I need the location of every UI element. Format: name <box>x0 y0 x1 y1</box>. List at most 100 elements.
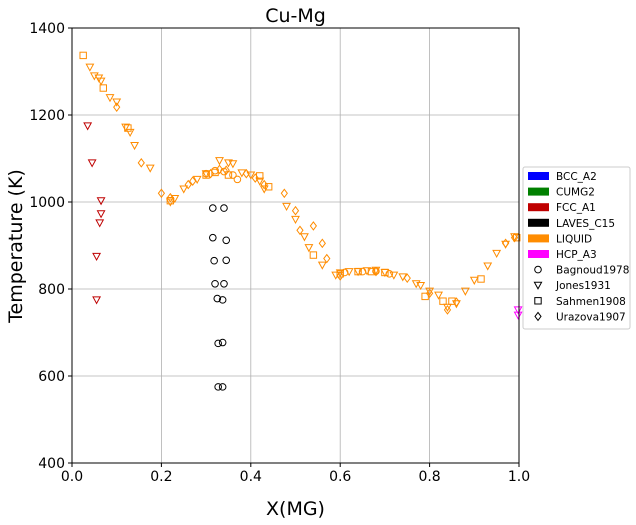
legend-swatch <box>528 172 549 180</box>
data-point <box>211 279 219 288</box>
data-point <box>214 383 222 391</box>
data-point <box>510 232 519 243</box>
data-point <box>323 253 331 264</box>
data-point <box>99 84 107 92</box>
grid <box>72 28 519 463</box>
data-points <box>79 51 523 391</box>
data-point <box>85 63 95 72</box>
legend-item: CUMG2 <box>528 187 595 199</box>
data-point <box>206 168 215 179</box>
data-point <box>125 128 135 138</box>
legend-item: Bagnoud1978 <box>534 265 629 277</box>
y-tick-label: 1400 <box>29 21 65 37</box>
data-point <box>389 271 399 280</box>
data-point <box>209 233 217 242</box>
data-point <box>165 198 175 207</box>
y-tick-label: 600 <box>38 369 65 385</box>
y-tick-label: 400 <box>38 456 65 472</box>
data-point <box>469 276 479 285</box>
plot-frame <box>71 27 520 464</box>
data-point <box>425 288 434 299</box>
data-point <box>452 297 461 307</box>
data-point <box>213 294 222 303</box>
legend-label: Jones1931 <box>555 280 611 292</box>
data-point <box>220 279 228 288</box>
data-point <box>309 221 318 231</box>
legend-item: FCC_A1 <box>528 202 596 214</box>
data-point <box>214 339 222 348</box>
legend-swatch <box>528 218 549 227</box>
data-point <box>280 188 288 199</box>
data-point <box>296 225 304 236</box>
series-urazova1907-liquid <box>113 102 519 315</box>
data-point <box>513 233 521 242</box>
legend-swatch <box>528 250 549 258</box>
data-point <box>246 171 256 180</box>
y-tick-label: 800 <box>38 282 65 298</box>
legend-label: FCC_A1 <box>556 202 596 214</box>
legend-box <box>522 166 631 330</box>
data-point <box>105 94 115 103</box>
data-point <box>96 210 106 219</box>
data-point <box>477 275 485 283</box>
legend-label: Urazova1907 <box>556 311 626 323</box>
legend-marker <box>533 281 543 290</box>
legend-swatch <box>528 234 549 243</box>
legend-item: LAVES_C15 <box>528 218 615 230</box>
x-tick-label: 0.6 <box>329 469 351 485</box>
data-point <box>367 267 376 276</box>
legend-marker <box>534 297 542 305</box>
data-point <box>233 175 242 184</box>
data-point <box>344 268 354 277</box>
data-point <box>372 266 380 277</box>
data-point <box>259 185 269 194</box>
data-point <box>130 141 140 151</box>
data-point <box>501 238 510 249</box>
legend-label: CUMG2 <box>556 187 595 199</box>
data-point <box>83 122 93 131</box>
series-jones1931-fcc_a1 <box>83 122 106 305</box>
data-point <box>210 256 218 265</box>
data-point <box>336 270 344 278</box>
data-point <box>215 164 224 175</box>
data-point <box>95 219 105 228</box>
data-point <box>220 204 228 212</box>
data-point <box>202 171 210 179</box>
legend-item: Urazova1907 <box>534 311 626 323</box>
data-point <box>222 256 231 265</box>
data-point <box>96 197 106 206</box>
legend-item: HCP_A3 <box>528 249 597 261</box>
legend-item: BCC_A2 <box>528 171 597 183</box>
data-point <box>336 271 344 281</box>
data-point <box>282 202 292 211</box>
legend-label: Sahmen1908 <box>556 296 626 308</box>
data-point <box>222 236 231 245</box>
series-jones1931-hcp_a3 <box>513 306 523 320</box>
series-jones1931-liquid <box>85 63 519 312</box>
data-point <box>403 273 411 283</box>
x-tick-label: 0.8 <box>418 469 440 485</box>
data-point <box>189 176 197 186</box>
data-point <box>434 291 443 300</box>
data-point <box>166 196 175 205</box>
y-tick-label: 1200 <box>29 108 65 124</box>
data-point <box>318 238 326 249</box>
data-point <box>87 159 97 168</box>
legend-item: LIQUID <box>528 233 592 245</box>
x-axis-label: X(MG) <box>266 498 325 520</box>
data-point <box>439 297 447 305</box>
data-point <box>309 251 318 259</box>
data-point <box>96 77 106 86</box>
data-point <box>113 102 121 113</box>
y-tick-label: 1000 <box>29 195 65 211</box>
series-bagnoud1978-liquid <box>202 166 394 278</box>
data-point <box>255 177 265 186</box>
legend-label: Bagnoud1978 <box>556 265 629 277</box>
data-point <box>416 282 426 291</box>
data-point <box>513 311 523 320</box>
data-point <box>362 267 372 276</box>
data-point <box>121 123 131 132</box>
data-point <box>179 185 189 194</box>
data-point <box>124 124 132 132</box>
